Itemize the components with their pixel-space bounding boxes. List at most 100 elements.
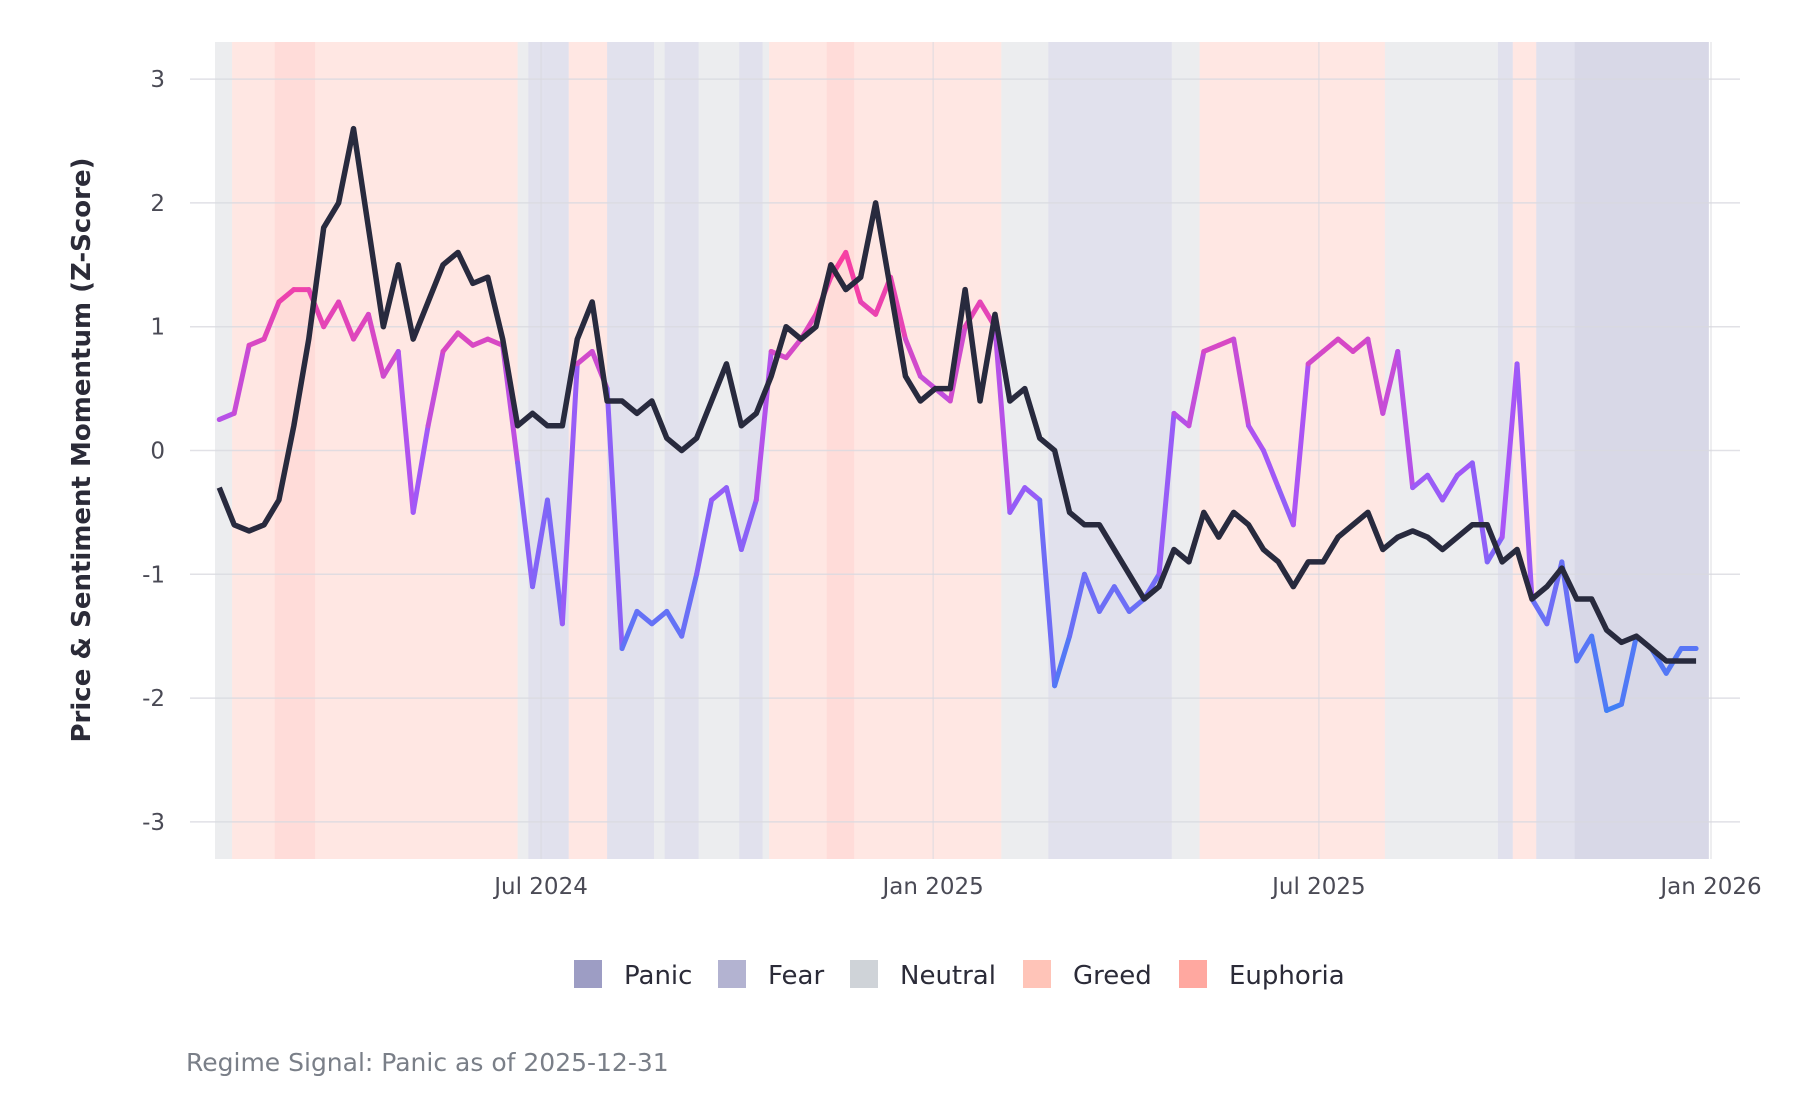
legend-label-panic: Panic bbox=[624, 961, 692, 991]
sentiment-line-segment bbox=[1380, 348, 1401, 416]
sentiment-line-segment bbox=[246, 336, 267, 348]
x-tick-label: Jul 2024 bbox=[492, 874, 588, 900]
sentiment-line-segment bbox=[1529, 596, 1550, 627]
sentiment-line-segment bbox=[485, 336, 506, 348]
price-line bbox=[216, 125, 1697, 664]
sentiment-line-segment bbox=[1081, 571, 1102, 614]
legend-swatch-greed bbox=[1023, 960, 1051, 988]
y-tick-label: -3 bbox=[142, 810, 165, 836]
sentiment-line-segment bbox=[1395, 348, 1416, 491]
sentiment-line-segment bbox=[410, 423, 431, 515]
sentiment-line-segment bbox=[455, 330, 476, 348]
legend-swatch-panic bbox=[574, 960, 602, 988]
sentiment-line-segment bbox=[559, 361, 580, 627]
sentiment-line-segment bbox=[1410, 472, 1431, 491]
sentiment-line-segment bbox=[336, 299, 357, 342]
x-tick-label: Jul 2025 bbox=[1270, 874, 1366, 900]
sentiment-line-segment bbox=[1335, 336, 1356, 354]
sentiment-line-segment bbox=[843, 249, 864, 305]
sentiment-line-segment bbox=[1499, 361, 1520, 540]
y-tick-label: 1 bbox=[150, 315, 165, 341]
sentiment-line-segment bbox=[858, 299, 879, 317]
sentiment-line-segment bbox=[1111, 584, 1132, 614]
sentiment-line-segment bbox=[723, 485, 744, 553]
legend-swatch-fear bbox=[718, 960, 746, 988]
sentiment-line-segment bbox=[992, 324, 1013, 515]
y-axis-ticks: 3 2 1 0 -1 -2 -3 bbox=[142, 67, 165, 836]
sentiment-line-segment bbox=[634, 608, 655, 627]
sentiment-line-segment bbox=[709, 485, 729, 503]
sentiment-line-segment bbox=[1365, 336, 1386, 416]
sentiment-line-segment bbox=[544, 497, 565, 627]
sentiment-line-segment bbox=[649, 608, 670, 627]
sentiment-line-segment bbox=[530, 497, 550, 590]
sentiment-line-segment bbox=[574, 348, 595, 367]
sentiment-line-segment bbox=[1350, 336, 1371, 354]
gridlines bbox=[190, 42, 1740, 859]
y-axis-label: Price & Sentiment Momentum (Z-Score) bbox=[67, 158, 97, 743]
sentiment-line-segment bbox=[261, 299, 282, 342]
sentiment-line-segment bbox=[321, 299, 342, 330]
y-tick-label: 0 bbox=[150, 439, 165, 465]
sentiment-line-segment bbox=[694, 497, 715, 577]
sentiment-line-segment bbox=[231, 342, 252, 416]
sentiment-line-segment bbox=[783, 336, 804, 361]
sentiment-line-segment bbox=[738, 497, 759, 553]
sentiment-line-segment bbox=[888, 274, 908, 342]
sentiment-line-segment bbox=[679, 571, 700, 639]
legend: Panic Fear Neutral Greed Euphoria bbox=[574, 960, 1345, 991]
legend-label-fear: Fear bbox=[768, 961, 824, 991]
sentiment-line-segment bbox=[1067, 571, 1087, 639]
sentiment-line-segment bbox=[1425, 472, 1445, 503]
sentiment-line-segment bbox=[1126, 596, 1147, 614]
sentiment-line-segment bbox=[1231, 336, 1252, 429]
sentiment-line-segment bbox=[1260, 448, 1281, 491]
sentiment-line-segment bbox=[1275, 485, 1296, 528]
sentiment-line-segment bbox=[351, 311, 371, 342]
sentiment-line-segment bbox=[619, 608, 640, 652]
sentiment-line-segment bbox=[1052, 633, 1073, 689]
y-tick-label: 3 bbox=[150, 67, 165, 93]
sentiment-line-segment bbox=[1216, 336, 1237, 348]
sentiment-line-segment bbox=[1574, 633, 1595, 664]
sentiment-line-segment bbox=[380, 348, 401, 379]
sentiment-line-segment bbox=[440, 330, 461, 354]
sentiment-line-segment bbox=[306, 287, 327, 330]
sentiment-line-segment bbox=[1171, 410, 1192, 429]
legend-label-neutral: Neutral bbox=[900, 961, 996, 991]
sentiment-line-segment bbox=[1514, 361, 1535, 602]
sentiment-line-segment bbox=[216, 410, 237, 423]
sentiment-line-segment bbox=[1156, 410, 1177, 577]
x-tick-label: Jan 2025 bbox=[881, 874, 984, 900]
sentiment-line-segment bbox=[1246, 423, 1266, 453]
sentiment-line-segment bbox=[1618, 633, 1639, 707]
sentiment-line-segment bbox=[1186, 348, 1207, 429]
sentiment-line-segment bbox=[470, 336, 491, 348]
legend-label-greed: Greed bbox=[1073, 961, 1152, 991]
sentiment-line-segment bbox=[1320, 336, 1341, 354]
sentiment-line-segment bbox=[1454, 460, 1475, 478]
sentiment-line-segment bbox=[1007, 485, 1028, 515]
sentiment-line-segment bbox=[1604, 701, 1624, 713]
sentiment-line-segment bbox=[1589, 633, 1610, 713]
sentiment-line-segment bbox=[1305, 348, 1326, 367]
x-axis-ticks: Jul 2024 Jan 2025 Jul 2025 Jan 2026 bbox=[492, 874, 1761, 900]
series-lines bbox=[216, 125, 1699, 713]
sentiment-line-segment bbox=[395, 348, 416, 515]
sentiment-line-segment bbox=[425, 348, 446, 429]
sentiment-line-segment bbox=[917, 373, 938, 392]
sentiment-line-segment bbox=[276, 287, 297, 305]
y-tick-label: -1 bbox=[142, 562, 165, 588]
sentiment-line-segment bbox=[664, 608, 685, 639]
sentiment-line-segment bbox=[1469, 460, 1490, 565]
sentiment-line-segment bbox=[902, 336, 923, 379]
sentiment-line-segment bbox=[1096, 584, 1117, 614]
y-tick-label: -2 bbox=[142, 686, 165, 712]
legend-swatch-euphoria bbox=[1179, 960, 1207, 988]
sentiment-line-segment bbox=[1037, 497, 1058, 689]
regime-caption: Regime Signal: Panic as of 2025-12-31 bbox=[186, 1048, 669, 1077]
sentiment-line-segment bbox=[1022, 485, 1043, 503]
sentiment-line-segment bbox=[604, 386, 625, 652]
sentiment-line-segment bbox=[1290, 361, 1311, 528]
